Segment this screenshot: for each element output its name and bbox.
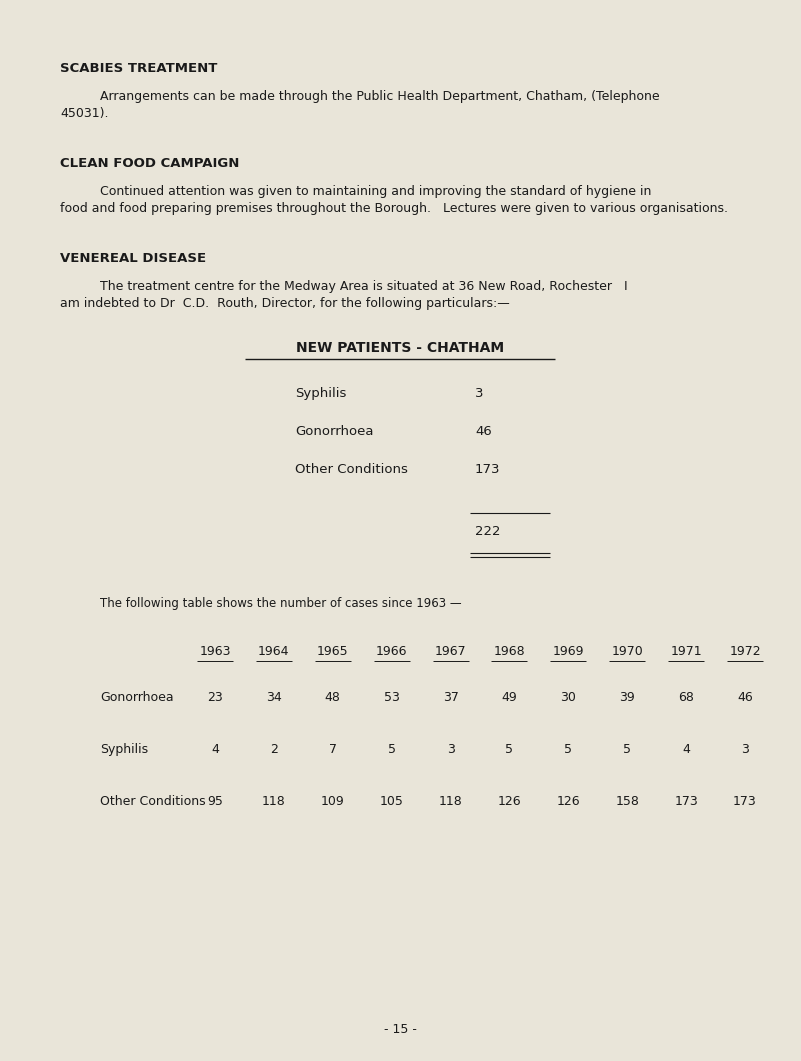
- Text: 7: 7: [328, 743, 336, 756]
- Text: 118: 118: [439, 795, 462, 808]
- Text: 1970: 1970: [611, 645, 643, 658]
- Text: SCABIES TREATMENT: SCABIES TREATMENT: [60, 62, 217, 75]
- Text: 1971: 1971: [670, 645, 702, 658]
- Text: 30: 30: [561, 691, 576, 705]
- Text: Other Conditions: Other Conditions: [100, 795, 206, 808]
- Text: 1966: 1966: [376, 645, 408, 658]
- Text: 5: 5: [565, 743, 573, 756]
- Text: - 15 -: - 15 -: [384, 1023, 417, 1036]
- Text: 46: 46: [737, 691, 753, 705]
- Text: 126: 126: [557, 795, 580, 808]
- Text: 4: 4: [211, 743, 219, 756]
- Text: VENEREAL DISEASE: VENEREAL DISEASE: [60, 253, 206, 265]
- Text: 3: 3: [447, 743, 454, 756]
- Text: Syphilis: Syphilis: [100, 743, 148, 756]
- Text: 5: 5: [505, 743, 513, 756]
- Text: 68: 68: [678, 691, 694, 705]
- Text: 158: 158: [615, 795, 639, 808]
- Text: 39: 39: [619, 691, 635, 705]
- Text: Gonorrhoea: Gonorrhoea: [295, 425, 373, 438]
- Text: 118: 118: [262, 795, 286, 808]
- Text: 3: 3: [475, 387, 484, 400]
- Text: 1972: 1972: [729, 645, 761, 658]
- Text: 48: 48: [325, 691, 340, 705]
- Text: 5: 5: [623, 743, 631, 756]
- Text: Continued attention was given to maintaining and improving the standard of hygie: Continued attention was given to maintai…: [60, 185, 651, 198]
- Text: 1967: 1967: [435, 645, 466, 658]
- Text: 222: 222: [475, 525, 501, 538]
- Text: 2: 2: [270, 743, 278, 756]
- Text: 34: 34: [266, 691, 282, 705]
- Text: Arrangements can be made through the Public Health Department, Chatham, (Telepho: Arrangements can be made through the Pub…: [60, 90, 660, 103]
- Text: 173: 173: [475, 463, 501, 476]
- Text: food and food preparing premises throughout the Borough.   Lectures were given t: food and food preparing premises through…: [60, 202, 728, 215]
- Text: 173: 173: [674, 795, 698, 808]
- Text: Syphilis: Syphilis: [295, 387, 346, 400]
- Text: Gonorrhoea: Gonorrhoea: [100, 691, 174, 705]
- Text: 1964: 1964: [258, 645, 290, 658]
- Text: 46: 46: [475, 425, 492, 438]
- Text: The following table shows the number of cases since 1963 —: The following table shows the number of …: [100, 597, 461, 610]
- Text: 126: 126: [497, 795, 521, 808]
- Text: 23: 23: [207, 691, 223, 705]
- Text: am indebted to Dr  C.D.  Routh, Director, for the following particulars:—: am indebted to Dr C.D. Routh, Director, …: [60, 297, 509, 310]
- Text: 1965: 1965: [317, 645, 348, 658]
- Text: 37: 37: [443, 691, 458, 705]
- Text: Other Conditions: Other Conditions: [295, 463, 408, 476]
- Text: 1963: 1963: [199, 645, 231, 658]
- Text: CLEAN FOOD CAMPAIGN: CLEAN FOOD CAMPAIGN: [60, 157, 239, 170]
- Text: NEW PATIENTS - CHATHAM: NEW PATIENTS - CHATHAM: [296, 341, 504, 355]
- Text: 1968: 1968: [493, 645, 525, 658]
- Text: 53: 53: [384, 691, 400, 705]
- Text: 3: 3: [741, 743, 749, 756]
- Text: The treatment centre for the Medway Area is situated at 36 New Road, Rochester  : The treatment centre for the Medway Area…: [60, 280, 628, 293]
- Text: 109: 109: [321, 795, 344, 808]
- Text: 105: 105: [380, 795, 404, 808]
- Text: 4: 4: [682, 743, 690, 756]
- Text: 1969: 1969: [553, 645, 584, 658]
- Text: 45031).: 45031).: [60, 107, 108, 120]
- Text: 49: 49: [501, 691, 517, 705]
- Text: 95: 95: [207, 795, 223, 808]
- Text: 5: 5: [388, 743, 396, 756]
- Text: 173: 173: [733, 795, 757, 808]
